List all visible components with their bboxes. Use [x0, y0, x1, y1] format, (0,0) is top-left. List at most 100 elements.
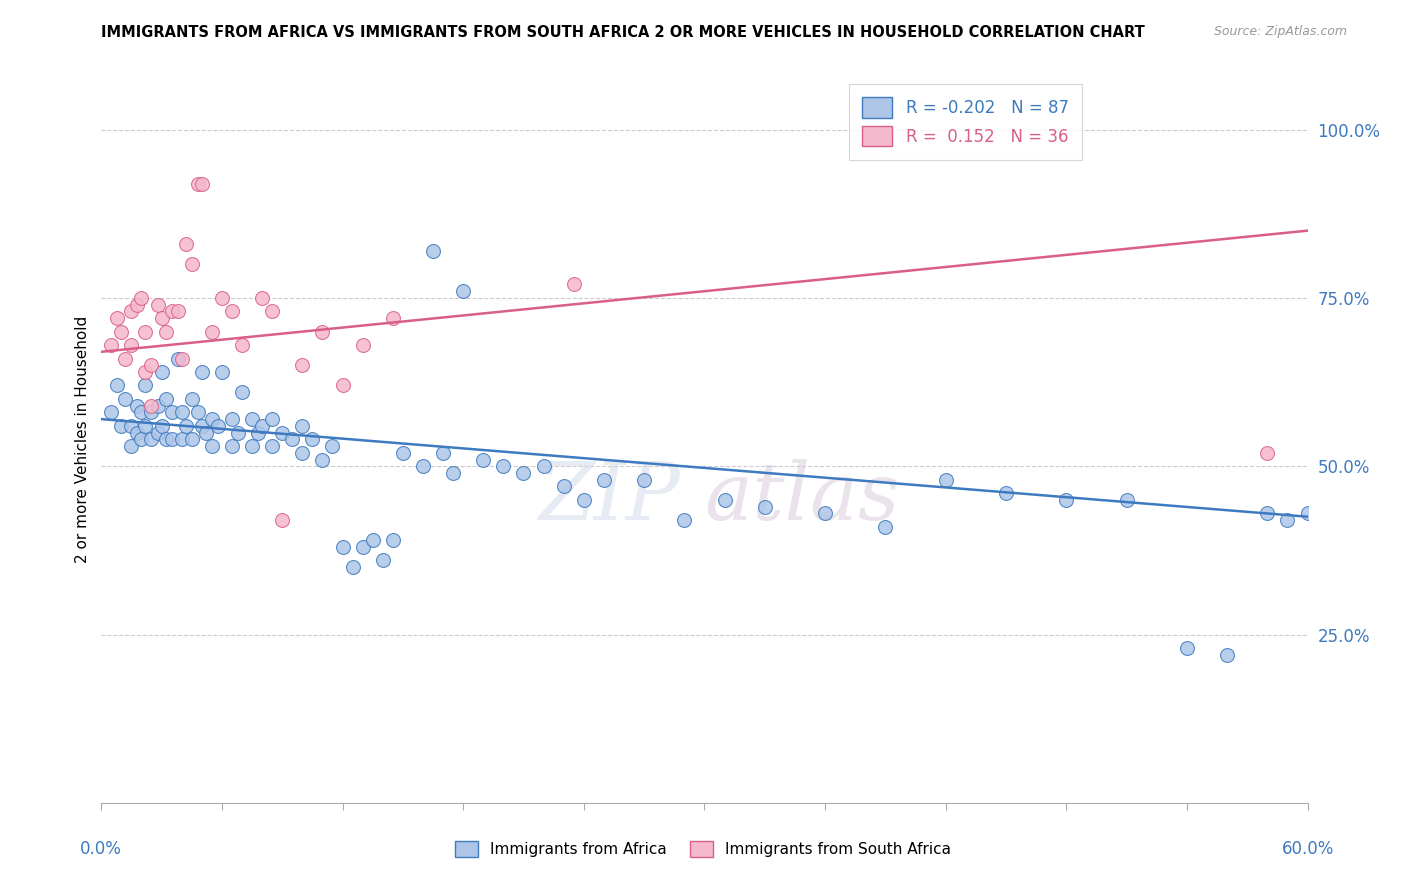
Point — [262, 439, 284, 453]
Point — [371, 553, 394, 567]
Y-axis label: 2 or more Vehicles in Household: 2 or more Vehicles in Household — [75, 316, 90, 563]
Point — [342, 560, 364, 574]
Point — [995, 486, 1018, 500]
Point — [134, 378, 156, 392]
Point — [231, 338, 253, 352]
Point — [553, 479, 575, 493]
Point — [422, 244, 444, 258]
Point — [194, 425, 217, 440]
Point — [134, 418, 156, 433]
Point — [291, 418, 314, 433]
Point — [180, 257, 202, 271]
Point — [146, 399, 169, 413]
Point — [110, 325, 132, 339]
Point — [311, 325, 333, 339]
Point — [572, 492, 595, 507]
Point — [472, 452, 495, 467]
Point — [1216, 648, 1239, 662]
Point — [332, 540, 354, 554]
Point — [875, 520, 897, 534]
Point — [127, 298, 149, 312]
Point — [301, 432, 323, 446]
Point — [170, 432, 193, 446]
Point — [361, 533, 384, 548]
Point — [160, 432, 183, 446]
Point — [673, 513, 696, 527]
Point — [105, 311, 128, 326]
Point — [352, 338, 374, 352]
Point — [512, 466, 534, 480]
Point — [451, 284, 474, 298]
Point — [155, 392, 177, 406]
Point — [155, 432, 177, 446]
Point — [150, 365, 173, 379]
Point — [150, 418, 173, 433]
Point — [291, 446, 314, 460]
Point — [250, 291, 273, 305]
Point — [170, 405, 193, 419]
Point — [134, 365, 156, 379]
Point — [247, 425, 270, 440]
Point — [191, 418, 214, 433]
Point — [1256, 446, 1278, 460]
Point — [754, 500, 776, 514]
Point — [141, 399, 163, 413]
Point — [262, 304, 284, 318]
Point — [1296, 507, 1319, 521]
Point — [432, 446, 454, 460]
Point — [191, 177, 214, 191]
Point — [935, 473, 957, 487]
Point — [180, 392, 202, 406]
Point — [114, 351, 136, 366]
Point — [105, 378, 128, 392]
Point — [1256, 507, 1278, 521]
Point — [562, 277, 585, 292]
Point — [174, 237, 197, 252]
Point — [533, 459, 555, 474]
Point — [221, 439, 243, 453]
Point — [211, 291, 233, 305]
Point — [412, 459, 434, 474]
Point — [170, 351, 193, 366]
Point — [191, 365, 214, 379]
Point — [271, 425, 294, 440]
Point — [201, 412, 224, 426]
Point — [814, 507, 837, 521]
Point — [131, 405, 153, 419]
Point — [332, 378, 354, 392]
Text: ZIP: ZIP — [538, 458, 681, 536]
Point — [127, 425, 149, 440]
Point — [1175, 640, 1198, 655]
Point — [166, 351, 188, 366]
Point — [141, 405, 163, 419]
Point — [1277, 513, 1299, 527]
Legend: R = -0.202   N = 87, R =  0.152   N = 36: R = -0.202 N = 87, R = 0.152 N = 36 — [849, 84, 1083, 160]
Point — [441, 466, 464, 480]
Point — [100, 338, 122, 352]
Point — [291, 358, 314, 372]
Text: IMMIGRANTS FROM AFRICA VS IMMIGRANTS FROM SOUTH AFRICA 2 OR MORE VEHICLES IN HOU: IMMIGRANTS FROM AFRICA VS IMMIGRANTS FRO… — [101, 25, 1144, 40]
Point — [221, 304, 243, 318]
Point — [127, 399, 149, 413]
Point — [187, 177, 209, 191]
Point — [231, 385, 253, 400]
Point — [120, 338, 142, 352]
Point — [201, 325, 224, 339]
Point — [174, 418, 197, 433]
Text: Source: ZipAtlas.com: Source: ZipAtlas.com — [1213, 25, 1347, 38]
Point — [250, 418, 273, 433]
Point — [321, 439, 343, 453]
Point — [180, 432, 202, 446]
Point — [120, 418, 142, 433]
Point — [120, 439, 142, 453]
Point — [207, 418, 229, 433]
Point — [1054, 492, 1077, 507]
Text: 60.0%: 60.0% — [1281, 840, 1334, 858]
Point — [240, 439, 263, 453]
Point — [311, 452, 333, 467]
Point — [160, 405, 183, 419]
Point — [131, 291, 153, 305]
Point — [166, 304, 188, 318]
Point — [160, 304, 183, 318]
Point — [713, 492, 735, 507]
